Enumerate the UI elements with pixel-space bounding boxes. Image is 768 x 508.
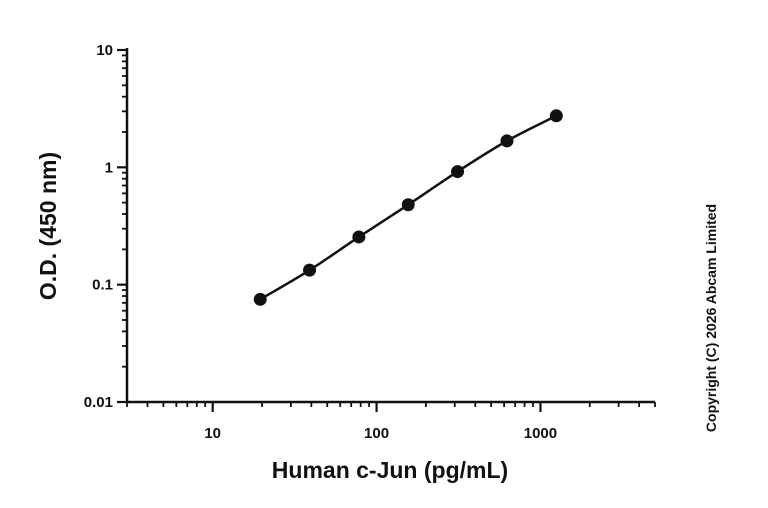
axes [125, 48, 655, 404]
data-point [549, 109, 563, 123]
x-tick-label: 1000 [524, 425, 557, 442]
data-point [401, 198, 415, 212]
axis-ticks [117, 48, 656, 412]
x-tick-label: 100 [364, 425, 389, 442]
y-tick-label: 10 [96, 42, 113, 59]
x-tick-label: 10 [204, 425, 221, 442]
data-point [451, 165, 465, 179]
x-axis-title: Human c-Jun (pg/mL) [272, 457, 508, 483]
copyright-text: Copyright (C) 2026 Abcam Limited [703, 204, 719, 432]
y-tick-label: 0.01 [84, 394, 113, 411]
data-point [500, 134, 514, 148]
y-tick-label: 0.1 [92, 277, 113, 294]
data-point [253, 292, 267, 306]
tick-labels: 0.01 0.1 1 10 10 100 1000 [84, 42, 557, 442]
y-axis-title: O.D. (450 nm) [35, 152, 61, 300]
y-tick-label: 1 [105, 159, 113, 176]
series-group [253, 109, 563, 306]
data-point [352, 230, 366, 244]
data-point [303, 263, 317, 277]
